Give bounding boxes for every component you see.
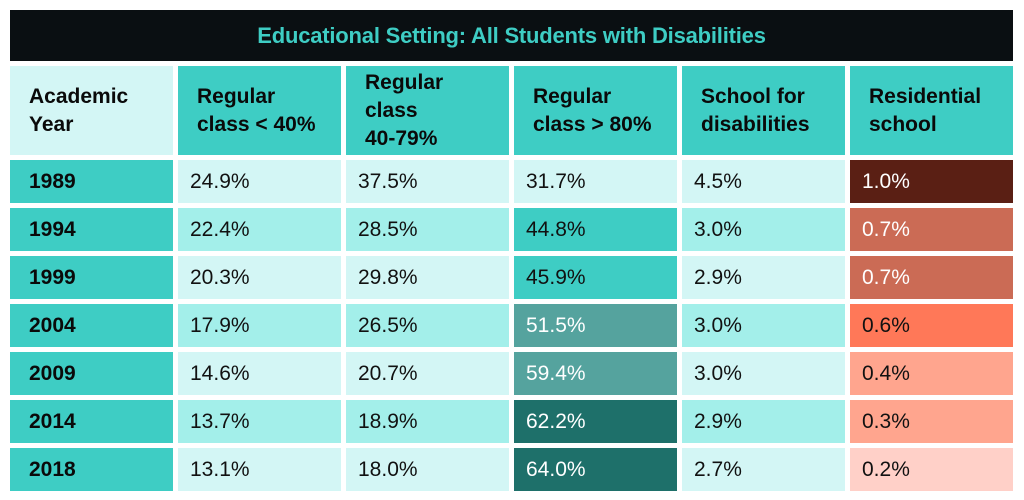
value-cell: 2.9% bbox=[682, 400, 845, 443]
value-cell: 45.9% bbox=[514, 256, 677, 299]
value-cell: 28.5% bbox=[346, 208, 509, 251]
value-cell: 0.2% bbox=[850, 448, 1013, 491]
column-header: Regular class < 40% bbox=[178, 66, 341, 155]
value-cell: 1.0% bbox=[850, 160, 1013, 203]
value-cell: 20.7% bbox=[346, 352, 509, 395]
year-cell: 2004 bbox=[10, 304, 173, 347]
year-cell: 2014 bbox=[10, 400, 173, 443]
value-cell: 0.4% bbox=[850, 352, 1013, 395]
column-header: Academic Year bbox=[10, 66, 173, 155]
year-cell: 2009 bbox=[10, 352, 173, 395]
value-cell: 17.9% bbox=[178, 304, 341, 347]
value-cell: 3.0% bbox=[682, 352, 845, 395]
data-table: Academic Year Regular class < 40% Regular … bbox=[10, 66, 1013, 491]
value-cell: 2.7% bbox=[682, 448, 845, 491]
value-cell: 0.7% bbox=[850, 208, 1013, 251]
value-cell: 26.5% bbox=[346, 304, 509, 347]
column-header: Regular class > 80% bbox=[514, 66, 677, 155]
value-cell: 0.7% bbox=[850, 256, 1013, 299]
column-header: Residential school bbox=[850, 66, 1013, 155]
year-cell: 1989 bbox=[10, 160, 173, 203]
value-cell: 13.1% bbox=[178, 448, 341, 491]
value-cell: 44.8% bbox=[514, 208, 677, 251]
value-cell: 20.3% bbox=[178, 256, 341, 299]
value-cell: 64.0% bbox=[514, 448, 677, 491]
value-cell: 62.2% bbox=[514, 400, 677, 443]
value-cell: 31.7% bbox=[514, 160, 677, 203]
value-cell: 18.9% bbox=[346, 400, 509, 443]
value-cell: 0.6% bbox=[850, 304, 1013, 347]
value-cell: 51.5% bbox=[514, 304, 677, 347]
year-cell: 1994 bbox=[10, 208, 173, 251]
value-cell: 0.3% bbox=[850, 400, 1013, 443]
value-cell: 3.0% bbox=[682, 304, 845, 347]
year-cell: 2018 bbox=[10, 448, 173, 491]
table-title: Educational Setting: All Students with D… bbox=[10, 10, 1013, 61]
value-cell: 3.0% bbox=[682, 208, 845, 251]
value-cell: 4.5% bbox=[682, 160, 845, 203]
value-cell: 2.9% bbox=[682, 256, 845, 299]
value-cell: 18.0% bbox=[346, 448, 509, 491]
value-cell: 59.4% bbox=[514, 352, 677, 395]
value-cell: 22.4% bbox=[178, 208, 341, 251]
value-cell: 14.6% bbox=[178, 352, 341, 395]
value-cell: 37.5% bbox=[346, 160, 509, 203]
column-header: Regular class 40-79% bbox=[346, 66, 509, 155]
year-cell: 1999 bbox=[10, 256, 173, 299]
value-cell: 24.9% bbox=[178, 160, 341, 203]
column-header: School for disabilities bbox=[682, 66, 845, 155]
value-cell: 29.8% bbox=[346, 256, 509, 299]
value-cell: 13.7% bbox=[178, 400, 341, 443]
